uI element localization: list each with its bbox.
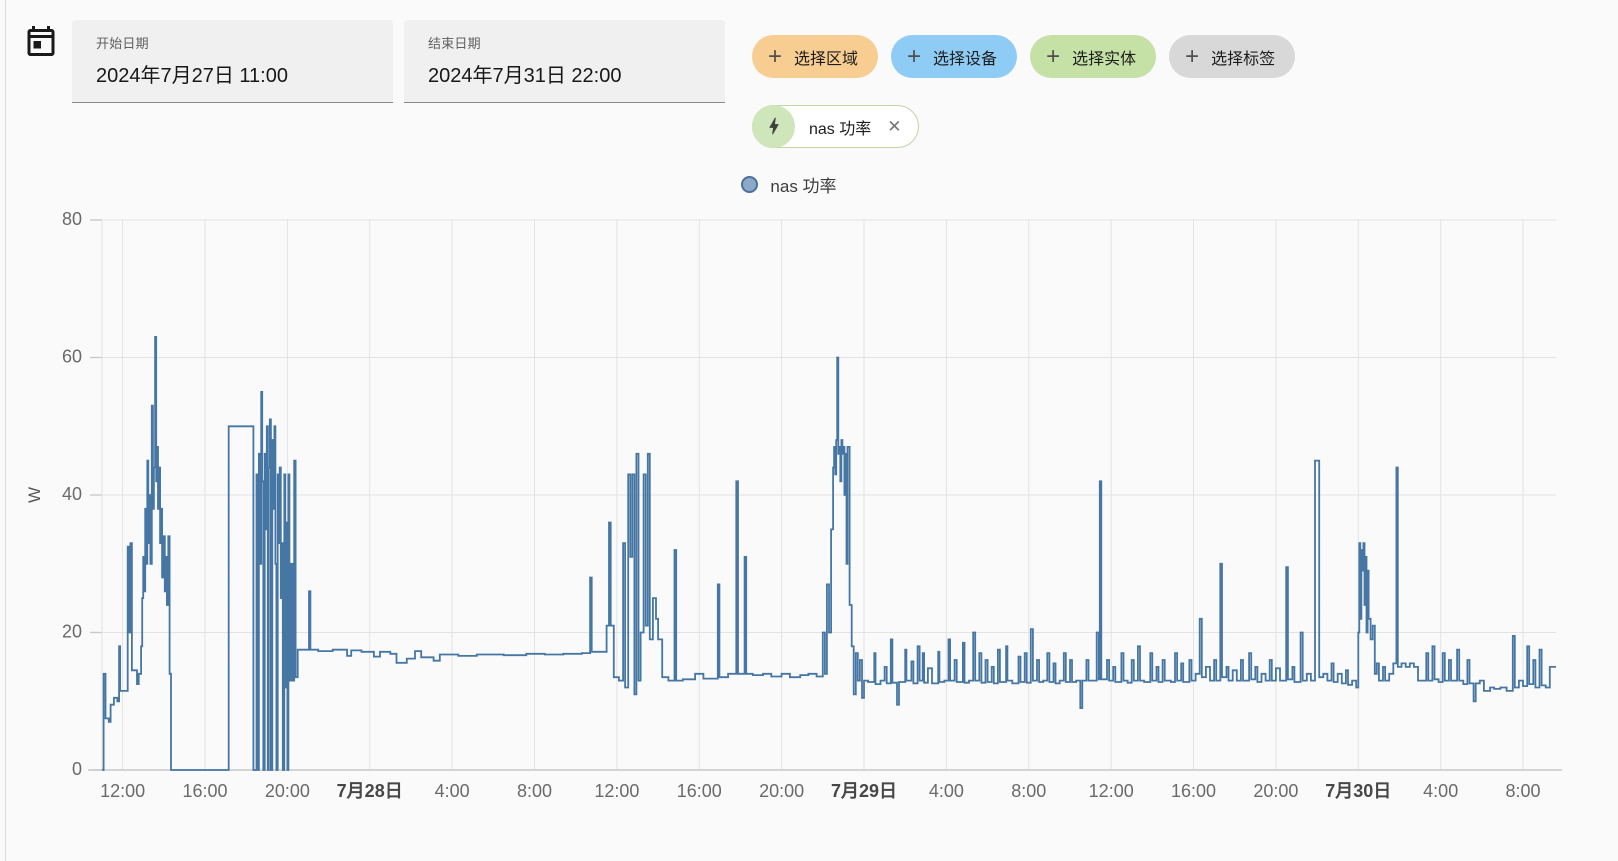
x-tick-label: 8:00 (517, 781, 552, 801)
x-tick-label: 20:00 (1253, 781, 1298, 801)
end-date-label: 结束日期 (428, 36, 481, 51)
x-tick-label: 16:00 (1171, 781, 1216, 801)
plus-icon: + (1185, 42, 1200, 70)
x-tick-label: 8:00 (1011, 781, 1046, 801)
entity-chip-remove-icon[interactable]: ✕ (887, 116, 902, 136)
y-axis-unit-label: W (25, 487, 44, 503)
x-tick-label: 4:00 (1423, 781, 1458, 801)
y-tick-label: 80 (62, 209, 82, 229)
select-device-label: 选择设备 (933, 50, 998, 68)
plus-icon: + (907, 42, 922, 70)
series-line-nas-power (102, 336, 1556, 771)
end-date-value: 2024年7月31日 22:00 (428, 65, 622, 87)
x-tick-label: 4:00 (929, 781, 964, 801)
y-tick-label: 20 (62, 621, 82, 641)
x-tick-label: 16:00 (182, 781, 227, 801)
lightning-bolt-icon (768, 117, 779, 135)
start-date-field[interactable]: 开始日期 2024年7月27日 11:00 (72, 20, 393, 103)
date-range-picker-button[interactable] (22, 22, 60, 60)
x-tick-label: 7月28日 (337, 781, 403, 801)
y-tick-label: 60 (62, 346, 82, 366)
start-date-label: 开始日期 (96, 36, 149, 51)
legend-item-label: nas 功率 (770, 177, 837, 196)
select-label-chip[interactable]: + 选择标签 (1169, 35, 1296, 78)
select-area-chip[interactable]: + 选择区域 (752, 35, 879, 78)
y-tick-label: 40 (62, 484, 82, 504)
panel-left-divider (5, 0, 6, 861)
x-tick-label: 7月29日 (831, 781, 897, 801)
filter-chips-row: + 选择区域 + 选择设备 + 选择实体 + 选择标签 (752, 35, 1296, 78)
plus-icon: + (768, 42, 783, 70)
end-date-field[interactable]: 结束日期 2024年7月31日 22:00 (404, 20, 725, 103)
x-tick-label: 16:00 (677, 781, 722, 801)
select-entity-chip[interactable]: + 选择实体 (1030, 35, 1157, 78)
x-tick-label: 20:00 (265, 781, 310, 801)
select-area-label: 选择区域 (794, 50, 859, 68)
start-date-value: 2024年7月27日 11:00 (96, 65, 288, 87)
legend-item-nas-power[interactable]: nas 功率 (741, 172, 837, 197)
entity-chip-label: nas 功率 (809, 120, 872, 138)
y-tick-label: 0 (72, 759, 82, 779)
x-tick-label: 12:00 (100, 781, 145, 801)
entity-chip-nas-power[interactable]: nas 功率 ✕ (752, 104, 919, 148)
legend-color-dot (741, 176, 759, 193)
select-device-chip[interactable]: + 选择设备 (891, 35, 1018, 78)
x-tick-label: 8:00 (1505, 781, 1540, 801)
select-entity-label: 选择实体 (1072, 50, 1137, 68)
x-tick-label: 20:00 (759, 781, 804, 801)
select-label-label: 选择标签 (1211, 50, 1276, 68)
chart-legend: nas 功率 (0, 172, 1618, 197)
x-tick-label: 12:00 (1089, 781, 1134, 801)
x-tick-label: 7月30日 (1325, 781, 1391, 801)
selected-entities-row: nas 功率 ✕ (752, 104, 919, 148)
x-tick-label: 4:00 (435, 781, 470, 801)
calendar-icon (27, 26, 55, 56)
plus-icon: + (1046, 42, 1061, 70)
x-tick-label: 12:00 (594, 781, 639, 801)
entity-chip-avatar (752, 104, 795, 148)
